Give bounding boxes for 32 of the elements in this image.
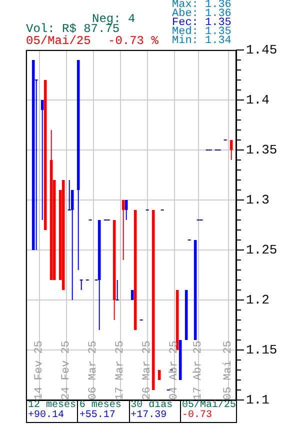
- x-tick-label: 26 Mar 25: [142, 340, 154, 400]
- candlestick: [115, 280, 120, 300]
- x-tick-label: 06 Mar 25: [88, 340, 100, 400]
- candlestick: [40, 100, 44, 220]
- text: 05/Mai/25: [26, 34, 91, 48]
- x-tick-label: 24 Fev 25: [60, 340, 72, 400]
- x-tick-label: 17 Abr 25: [192, 340, 204, 400]
- candlestick: [124, 200, 128, 220]
- y-tick-label: 1.35: [246, 142, 278, 158]
- x-tick-label: 17 Mar 25: [114, 340, 126, 400]
- candlestick: [230, 140, 233, 160]
- candlestick: [122, 200, 125, 260]
- annotation: 6 meses: [79, 400, 122, 411]
- candlestick: [79, 280, 84, 290]
- text: -0.73: [182, 410, 213, 421]
- annotation: 30 dias: [130, 400, 174, 411]
- x-tick-label: 04 Abr 25: [168, 340, 180, 400]
- annotation: 12 meses: [28, 400, 78, 411]
- text: +17.39: [130, 410, 168, 421]
- text: +55.17: [79, 410, 116, 421]
- x-tick-label: 14 Fev 25: [34, 340, 46, 400]
- y-tick-label: 1.4: [246, 92, 270, 108]
- text: +90.14: [28, 410, 66, 421]
- y-tick-label: 1.45: [246, 42, 278, 58]
- y-tick-label: 1.2: [246, 292, 270, 308]
- y-tick-label: 1.15: [246, 342, 278, 358]
- text: -0.73 %: [108, 34, 158, 48]
- y-tick-label: 1.25: [246, 242, 278, 258]
- y-tick-label: 1.3: [246, 192, 270, 208]
- y-tick-label: 1.1: [246, 392, 270, 408]
- x-tick-label: 05 Mai 25: [222, 340, 234, 400]
- annotation: 05/Mai/25: [182, 400, 236, 411]
